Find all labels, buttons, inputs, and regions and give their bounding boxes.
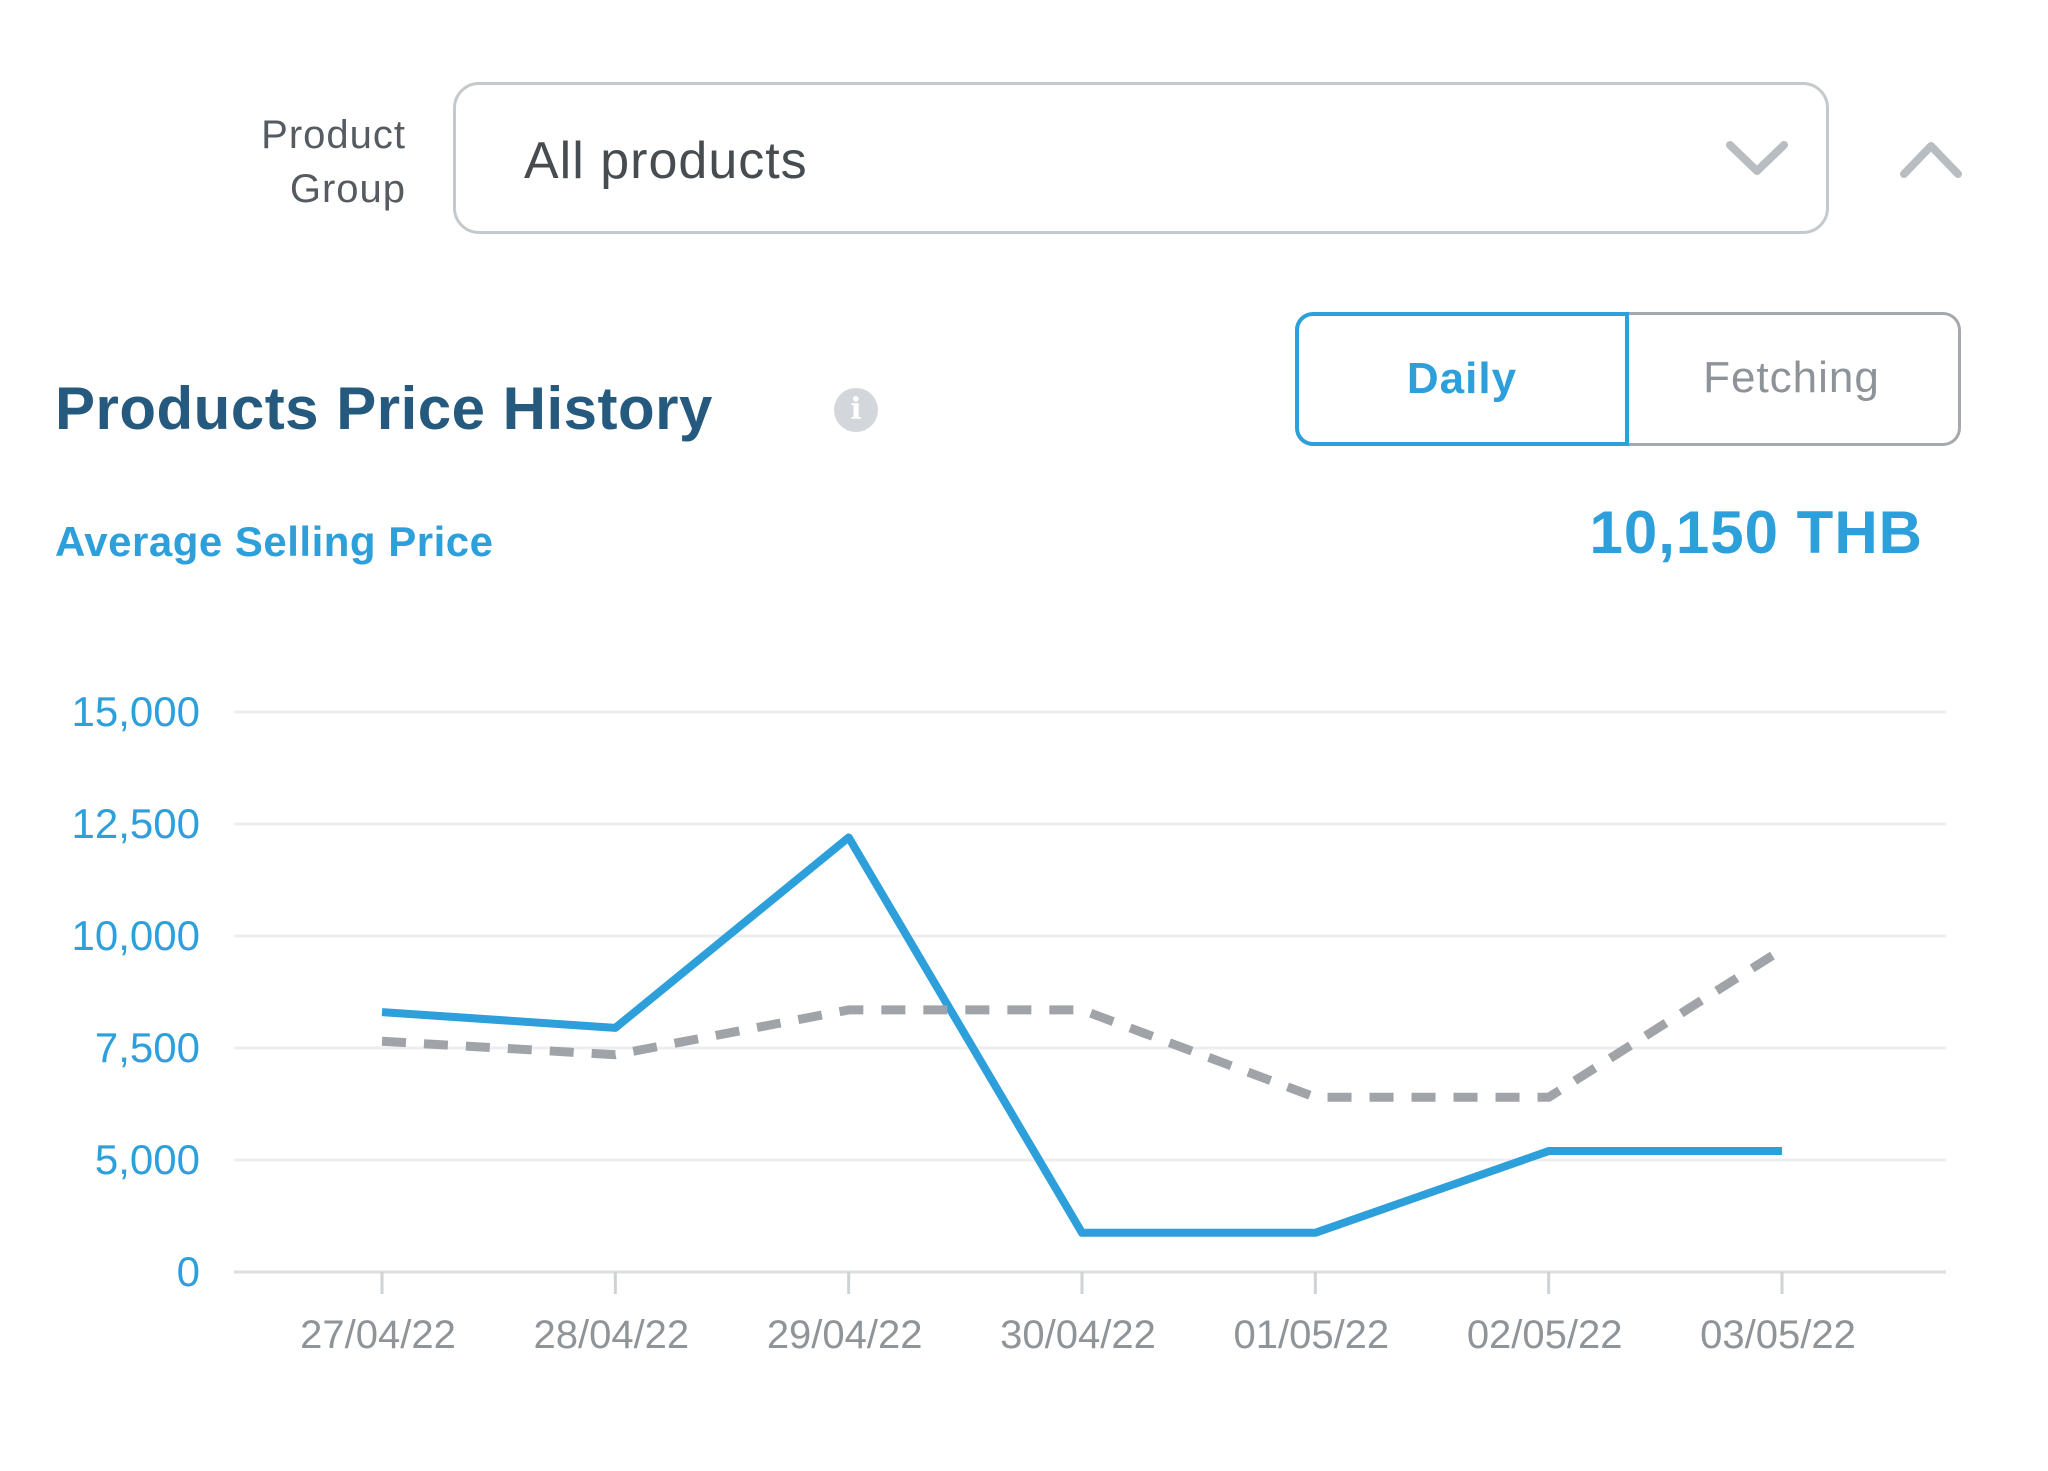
x-tick-label: 03/05/22	[1700, 1313, 1856, 1357]
product-group-label-line1: Product	[261, 113, 406, 157]
chart-title: Products Price History	[55, 375, 713, 442]
info-icon[interactable]: i	[834, 388, 878, 432]
toggle-fetching-button[interactable]: Fetching	[1625, 312, 1961, 446]
y-tick-label: 5,000	[95, 1136, 200, 1183]
y-tick-label: 15,000	[72, 688, 200, 735]
product-group-selected-value: All products	[524, 132, 808, 190]
average-selling-price-value: 10,150 THB	[1589, 499, 1923, 566]
y-tick-label: 12,500	[72, 800, 200, 847]
period-toggle: Daily Fetching	[1295, 312, 1961, 446]
product-group-select[interactable]: All products	[453, 82, 1829, 234]
y-tick-label: 7,500	[95, 1024, 200, 1071]
series-line-comparison	[381, 945, 1785, 1102]
x-tick-label: 30/04/22	[1000, 1313, 1156, 1357]
y-tick-label: 0	[177, 1248, 200, 1295]
product-group-label-line2: Group	[289, 167, 406, 211]
toggle-daily-button[interactable]: Daily	[1295, 312, 1629, 446]
chevron-down-icon	[1726, 141, 1788, 175]
x-tick-label: 28/04/22	[533, 1313, 689, 1357]
average-selling-price-label: Average Selling Price	[55, 518, 494, 565]
x-tick-label: 29/04/22	[767, 1313, 923, 1357]
y-tick-label: 10,000	[72, 912, 200, 959]
series-line-average-price	[381, 833, 1782, 1237]
chevron-up-icon[interactable]	[1896, 132, 1966, 188]
price-history-chart: 0 5,000 7,500 10,000 12,500 15,000 27/04/22 28/…	[72, 688, 1946, 1357]
x-tick-label: 27/04/22	[300, 1313, 456, 1357]
x-tick-label: 02/05/22	[1467, 1313, 1623, 1357]
x-tick-label: 01/05/22	[1233, 1313, 1389, 1357]
product-group-label: Product Group	[190, 108, 406, 216]
